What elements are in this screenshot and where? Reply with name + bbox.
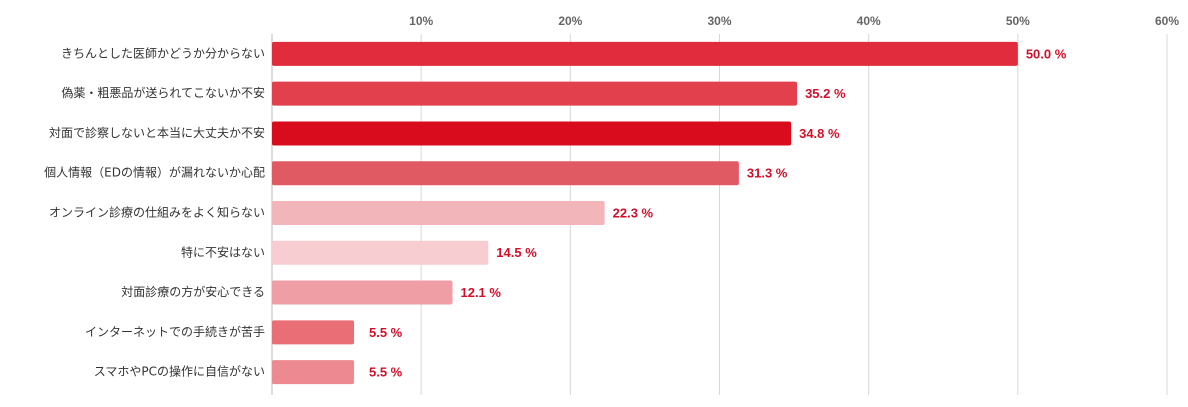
value-label: 34.8 % bbox=[799, 126, 840, 141]
value-label: 5.5 % bbox=[369, 325, 403, 340]
x-tick-label: 10% bbox=[409, 14, 433, 28]
x-tick-label: 60% bbox=[1155, 14, 1179, 28]
category-label: スマホやPCの操作に自信がない bbox=[94, 364, 265, 379]
bar bbox=[272, 320, 355, 345]
value-label: 35.2 % bbox=[805, 86, 846, 101]
x-tick-label: 30% bbox=[707, 14, 731, 28]
value-label: 14.5 % bbox=[496, 245, 537, 260]
bar bbox=[272, 41, 1018, 66]
bar bbox=[272, 121, 792, 146]
x-tick-label: 40% bbox=[857, 14, 881, 28]
category-label: インターネットでの手続きが苦手 bbox=[85, 324, 265, 339]
category-label: 個人情報（EDの情報）が漏れないか心配 bbox=[44, 165, 265, 180]
category-label: 対面で診察しないと本当に大丈夫か不安 bbox=[49, 125, 265, 140]
category-label: 偽薬・粗悪品が送られてこないか不安 bbox=[61, 85, 265, 100]
category-label: 特に不安はない bbox=[181, 244, 265, 259]
category-label: 対面診療の方が安心できる bbox=[121, 284, 265, 299]
bar bbox=[272, 240, 489, 265]
bar bbox=[272, 280, 453, 305]
category-label: きちんとした医師かどうか分からない bbox=[61, 46, 265, 60]
value-label: 50.0 % bbox=[1026, 46, 1067, 61]
bar bbox=[272, 81, 798, 106]
x-tick-label: 50% bbox=[1006, 14, 1030, 28]
category-label: オンライン診療の仕組みをよく知らない bbox=[49, 205, 265, 220]
bar bbox=[272, 161, 739, 186]
value-label: 22.3 % bbox=[613, 205, 654, 220]
value-label: 31.3 % bbox=[747, 166, 788, 181]
value-label: 12.1 % bbox=[460, 285, 501, 300]
value-label: 5.5 % bbox=[369, 365, 403, 380]
x-tick-label: 20% bbox=[558, 14, 582, 28]
bar bbox=[272, 360, 355, 385]
bar bbox=[272, 201, 605, 225]
